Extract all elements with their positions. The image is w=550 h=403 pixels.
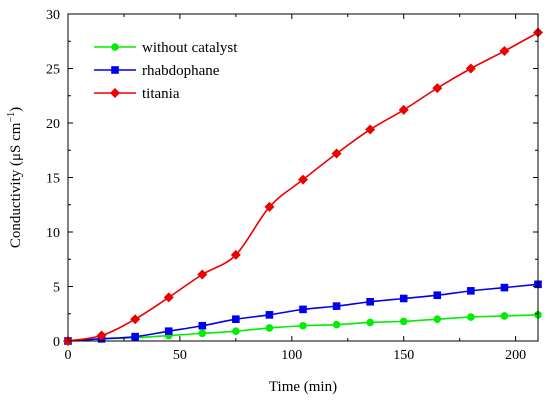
data-point xyxy=(433,291,442,300)
series-line xyxy=(67,31,539,342)
y-axis-title-main: Conductivity (μS cm xyxy=(8,122,24,248)
series-1 xyxy=(64,280,542,345)
data-point xyxy=(164,327,173,335)
legend-marker xyxy=(110,88,120,98)
data-point xyxy=(500,283,509,292)
x-tick-label: 50 xyxy=(173,348,187,363)
data-point xyxy=(365,124,376,135)
legend-marker xyxy=(111,43,119,51)
data-point xyxy=(299,305,307,314)
data-point xyxy=(332,302,341,310)
legend-label: titania xyxy=(142,86,180,102)
data-point xyxy=(500,312,509,320)
series-2 xyxy=(63,27,543,346)
y-axis-title-close: ) xyxy=(8,107,24,112)
y-tick-label: 20 xyxy=(46,117,60,132)
data-point xyxy=(299,321,307,330)
legend-item: rhabdophane xyxy=(94,63,220,79)
data-point xyxy=(232,315,240,323)
x-axis-title: Time (min) xyxy=(269,379,337,395)
data-point xyxy=(230,249,241,260)
data-point xyxy=(198,321,207,330)
data-point xyxy=(96,330,107,341)
legend: without catalyst rhabdophane titania xyxy=(94,40,238,102)
legend-label: without catalyst xyxy=(142,40,238,56)
data-point xyxy=(499,46,510,57)
data-point xyxy=(131,332,139,341)
data-point xyxy=(130,314,141,325)
data-point xyxy=(432,83,443,94)
y-tick-label: 10 xyxy=(46,226,60,241)
y-tick-label: 0 xyxy=(53,335,60,350)
x-tick-label: 100 xyxy=(281,348,302,363)
y-tick-label: 5 xyxy=(53,281,60,296)
y-tick-label: 15 xyxy=(46,172,60,187)
y-tick-label: 25 xyxy=(46,63,60,78)
x-tick-label: 0 xyxy=(65,348,72,363)
legend-item: without catalyst xyxy=(94,40,238,56)
data-point xyxy=(465,63,476,74)
y-axis-title-superscript: −1 xyxy=(6,112,17,123)
data-point xyxy=(197,269,208,280)
data-point xyxy=(399,317,408,326)
data-point xyxy=(331,148,342,159)
series-layer xyxy=(63,27,543,346)
legend-marker xyxy=(111,66,119,74)
data-point xyxy=(467,313,475,321)
x-tick-label: 150 xyxy=(393,348,414,363)
x-tick-label: 200 xyxy=(505,348,526,363)
legend-item: titania xyxy=(94,86,180,102)
data-point xyxy=(298,174,308,185)
data-point xyxy=(366,297,374,306)
data-point xyxy=(265,311,274,319)
data-point xyxy=(467,287,475,295)
y-axis-title: Conductivity (μS cm−1) xyxy=(6,107,24,248)
data-point xyxy=(366,318,374,327)
y-tick-label: 30 xyxy=(46,8,60,23)
ticks-layer: 0 50 100 150 200 0 5 10 15 20 25 30 xyxy=(46,8,538,363)
data-point xyxy=(399,294,408,303)
data-point xyxy=(332,320,341,329)
data-point xyxy=(264,201,275,212)
data-point xyxy=(433,315,442,324)
legend-label: rhabdophane xyxy=(142,63,220,79)
data-point xyxy=(265,324,274,332)
data-point xyxy=(232,327,240,335)
data-point xyxy=(163,292,174,303)
data-point xyxy=(198,329,207,338)
data-point xyxy=(398,104,409,115)
